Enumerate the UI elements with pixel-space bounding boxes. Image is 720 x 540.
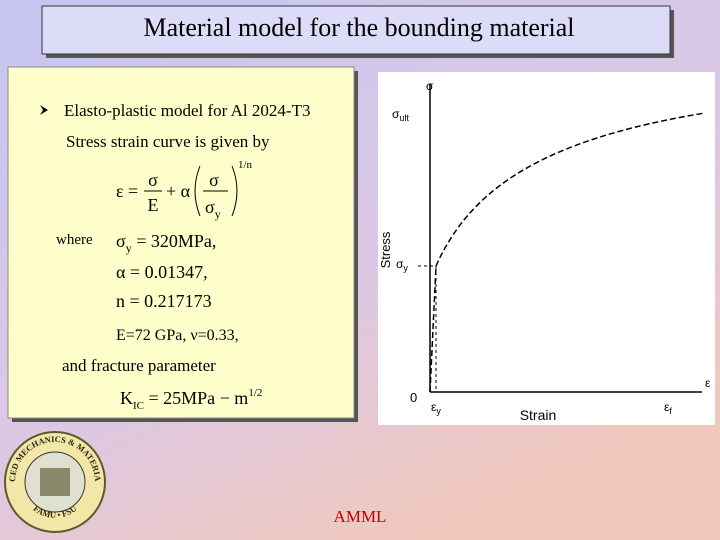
paren — [194, 165, 201, 217]
value: = 320MPa, — [132, 231, 217, 251]
subscript: y — [126, 241, 132, 255]
logo-ring-bottom: FAMU • FSU — [32, 503, 79, 520]
figure-panel — [378, 72, 715, 425]
symbol: σ — [205, 197, 215, 217]
eq-den2: σy — [205, 197, 221, 221]
paren — [231, 165, 238, 217]
eq-den: E — [148, 195, 159, 215]
title-box — [41, 5, 671, 55]
eps-y-label: εy — [431, 400, 441, 416]
moduli: E=72 GPa, ν=0.33, — [116, 327, 239, 344]
bullet-arrow — [40, 105, 48, 115]
title: Material model for the bounding material — [143, 13, 574, 42]
content-box — [7, 66, 355, 419]
footer: AMML — [334, 507, 387, 526]
value: = 25MPa − m — [144, 388, 248, 408]
yield-label: σy — [396, 257, 408, 273]
eq-num2: σ — [209, 170, 219, 190]
eq-plus: + α — [166, 181, 191, 201]
subscript: y — [215, 207, 221, 221]
y-axis-label: Stress — [378, 231, 393, 268]
subscript: y — [436, 406, 441, 416]
subscript: f — [669, 406, 672, 416]
origin-label: 0 — [410, 390, 417, 405]
symbol: ε — [664, 400, 670, 414]
symbol: K — [120, 388, 133, 408]
bullet-text: Elasto-plastic model for Al 2024-T3 — [64, 101, 310, 120]
stress-strain-curve — [429, 112, 706, 393]
logo-emblem — [40, 468, 70, 496]
eq-num: σ — [148, 170, 158, 190]
symbol: ε — [431, 400, 437, 414]
where: where — [56, 232, 93, 248]
param-alpha: α = 0.01347, — [116, 262, 208, 282]
x-axis-symbol: ε — [705, 376, 711, 390]
logo-ring-bottom-path: FAMU • FSU — [32, 503, 79, 520]
y-axis-symbol: σ — [426, 79, 434, 93]
ult-label: σult — [392, 107, 409, 123]
eps-f-label: εf — [664, 400, 672, 416]
fracture-text: and fracture parameter — [62, 356, 216, 375]
superscript: 1/2 — [248, 387, 262, 399]
symbol: σ — [392, 107, 400, 121]
exponent: 1/n — [238, 159, 253, 171]
symbol: σ — [116, 231, 126, 251]
subscript: IC — [133, 400, 144, 412]
subscript: y — [403, 263, 408, 273]
subscript: ult — [399, 113, 409, 123]
intro-text: Stress strain curve is given by — [66, 132, 270, 151]
param-n: n = 0.217173 — [116, 291, 212, 311]
kic: KIC = 25MPa − m1/2 — [120, 387, 262, 412]
x-axis-label: Strain — [520, 407, 557, 423]
eq-lhs: ε = — [116, 181, 138, 201]
param-sigma-y: σy = 320MPa, — [116, 231, 216, 255]
symbol: σ — [396, 257, 404, 271]
